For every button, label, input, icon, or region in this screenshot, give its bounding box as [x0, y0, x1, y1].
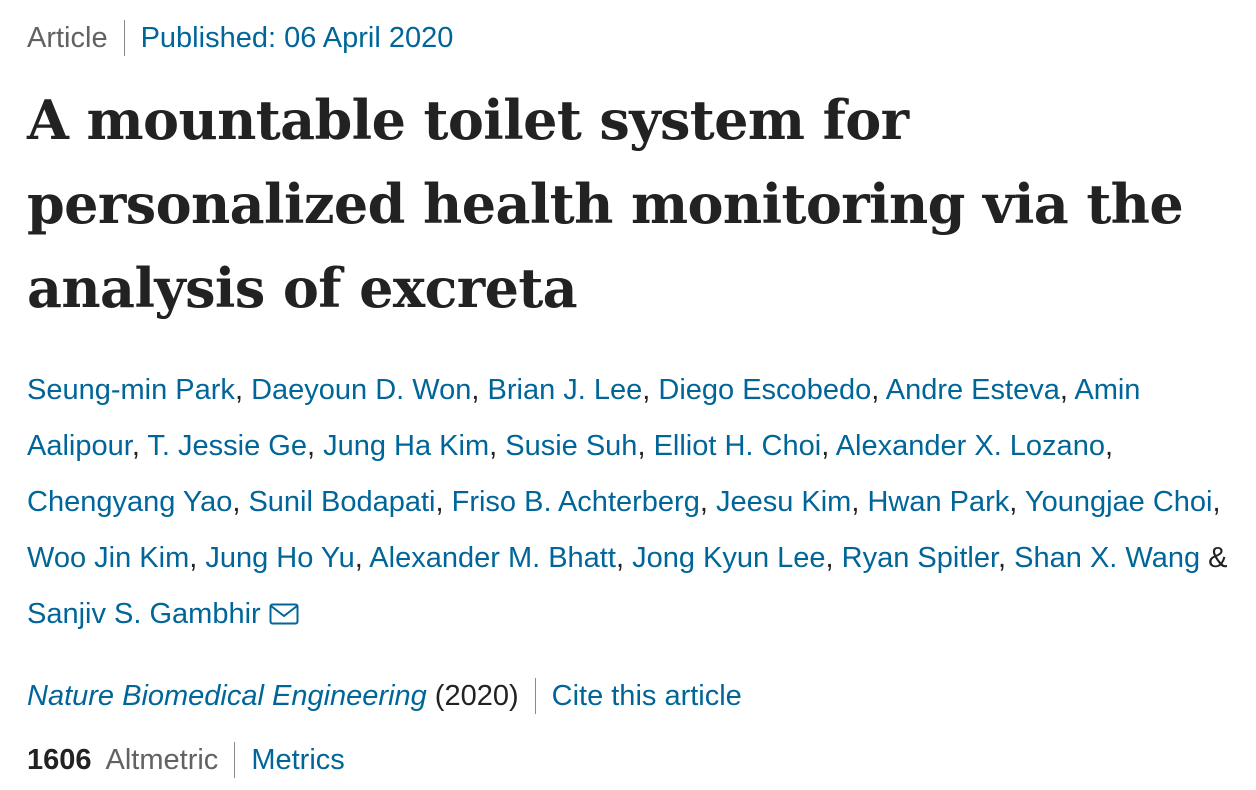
- author-link[interactable]: Jeesu Kim: [715, 486, 852, 518]
- author-separator: ,: [189, 542, 206, 574]
- author-link[interactable]: Brian J. Lee: [487, 374, 643, 406]
- author-link[interactable]: Jong Kyun Lee: [632, 542, 826, 574]
- author-link[interactable]: Shan X. Wang: [1014, 542, 1201, 574]
- author-link[interactable]: Woo Jin Kim: [27, 542, 190, 574]
- author-list: Seung-min Park, Daeyoun D. Won, Brian J.…: [27, 362, 1237, 642]
- author-link[interactable]: Diego Escobedo: [658, 374, 872, 406]
- article-meta: Article Published: 06 April 2020: [27, 0, 1237, 76]
- author-link[interactable]: Seung-min Park: [27, 374, 235, 406]
- author-separator: ,: [699, 486, 716, 518]
- author-link[interactable]: Youngjae Choi: [1024, 486, 1213, 518]
- author-separator: ,: [306, 430, 324, 462]
- author-link[interactable]: Jung Ho Yu: [205, 542, 355, 574]
- metrics-row: 1606 Altmetric Metrics: [27, 736, 1237, 784]
- author-link[interactable]: Alexander M. Bhatt: [369, 542, 616, 574]
- author-link[interactable]: Sanjiv S. Gambhir: [27, 598, 261, 630]
- author-separator: ,: [615, 542, 633, 574]
- mail-icon[interactable]: [269, 603, 299, 625]
- author-separator: ,: [1104, 430, 1114, 462]
- cite-article-link[interactable]: Cite this article: [551, 679, 742, 712]
- author-link[interactable]: Friso B. Achterberg: [451, 486, 700, 518]
- citation-row: Nature Biomedical Engineering (2020) Cit…: [27, 672, 1237, 720]
- published-date: Published: 06 April 2020: [140, 21, 454, 54]
- article-type: Article: [27, 21, 108, 54]
- author-link[interactable]: Alexander X. Lozano: [835, 430, 1105, 462]
- article-title: A mountable toilet system for personaliz…: [27, 88, 1184, 320]
- author-separator: ,: [821, 430, 836, 462]
- author-separator: ,: [131, 430, 148, 462]
- author-link[interactable]: Chengyang Yao: [27, 486, 233, 518]
- author-separator: ,: [871, 374, 886, 406]
- altmetric-count: 1606: [27, 743, 92, 776]
- citation-divider: [534, 678, 536, 714]
- article-header: Article Published: 06 April 2020 A mount…: [27, 0, 1237, 784]
- author-link[interactable]: Andre Esteva: [885, 374, 1060, 406]
- author-separator: ,: [825, 542, 842, 574]
- author-separator: ,: [1009, 486, 1025, 518]
- author-separator: ,: [354, 542, 370, 574]
- author-separator: ,: [489, 430, 506, 462]
- metrics-divider: [234, 742, 236, 778]
- altmetric-label: Altmetric: [105, 743, 219, 776]
- author-separator: ,: [1212, 486, 1221, 518]
- author-link[interactable]: Elliot H. Choi: [653, 430, 822, 462]
- author-link[interactable]: Susie Suh: [505, 430, 638, 462]
- author-link[interactable]: T. Jessie Ge: [147, 430, 307, 462]
- author-separator: ,: [1059, 374, 1075, 406]
- author-link[interactable]: Sunil Bodapati: [248, 486, 436, 518]
- author-separator: &: [1200, 542, 1228, 574]
- meta-divider: [123, 20, 125, 56]
- author-separator: ,: [232, 486, 249, 518]
- author-separator: ,: [637, 430, 654, 462]
- author-link[interactable]: Jung Ha Kim: [323, 430, 490, 462]
- author-separator: ,: [234, 374, 252, 406]
- journal-link[interactable]: Nature Biomedical Engineering: [27, 679, 427, 712]
- author-separator: ,: [851, 486, 868, 518]
- author-link[interactable]: Daeyoun D. Won: [251, 374, 472, 406]
- author-link[interactable]: Amin Aalipour: [27, 374, 1141, 462]
- author-separator: ,: [435, 486, 452, 518]
- author-separator: ,: [642, 374, 659, 406]
- author-separator: ,: [471, 374, 488, 406]
- author-link[interactable]: Ryan Spitler: [841, 542, 999, 574]
- author-separator: ,: [998, 542, 1015, 574]
- metrics-link[interactable]: Metrics: [251, 743, 345, 776]
- author-link[interactable]: Hwan Park: [867, 486, 1010, 518]
- publication-year: (2020): [434, 679, 519, 712]
